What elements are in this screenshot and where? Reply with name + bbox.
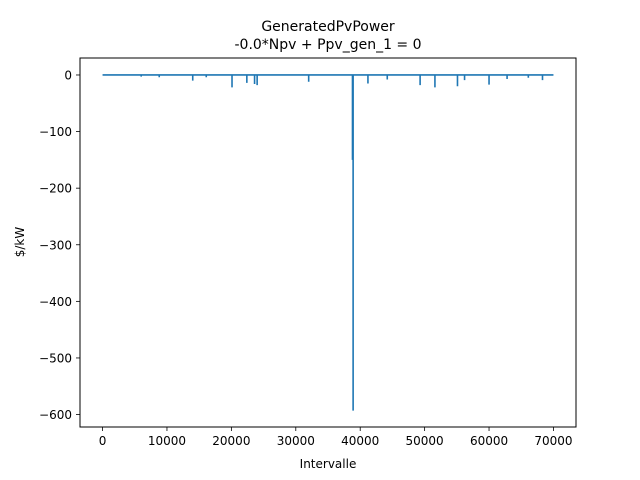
y-tick-label: −100 <box>39 125 72 139</box>
x-tick-label: 10000 <box>148 434 186 448</box>
y-tick-label: −600 <box>39 408 72 422</box>
x-axis: 0 10000 20000 30000 40000 50000 60000 70000 <box>99 427 573 448</box>
x-tick-label: 50000 <box>406 434 444 448</box>
y-tick-label: −500 <box>39 351 72 365</box>
x-tick-label: 70000 <box>534 434 572 448</box>
y-axis-label: $/kW <box>13 227 27 258</box>
y-tick-label: −300 <box>39 238 72 252</box>
x-tick-label: 60000 <box>470 434 508 448</box>
x-tick-label: 30000 <box>277 434 315 448</box>
x-tick-label: 20000 <box>212 434 250 448</box>
x-tick-label: 0 <box>99 434 107 448</box>
plot-area <box>102 74 554 411</box>
series-line-1 <box>102 74 554 411</box>
x-axis-label: Intervalle <box>300 457 357 471</box>
x-tick-label: 40000 <box>341 434 379 448</box>
y-tick-label: 0 <box>64 68 72 82</box>
y-axis: 0 −100 −200 −300 −400 −500 −600 <box>39 68 80 422</box>
chart-subtitle: -0.0*Npv + Ppv_gen_1 = 0 <box>234 37 421 53</box>
chart-title: GeneratedPvPower <box>261 19 395 35</box>
axes-frame <box>79 57 577 428</box>
y-tick-label: −200 <box>39 182 72 196</box>
y-tick-label: −400 <box>39 295 72 309</box>
